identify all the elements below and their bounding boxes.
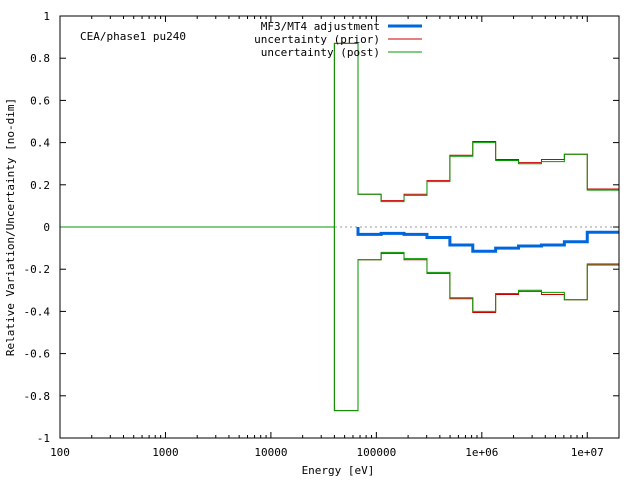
y-tick-label: 0.2: [30, 179, 50, 192]
x-tick-label: 1000: [152, 446, 179, 459]
uncertainty-prior-upper-line: [60, 42, 619, 228]
y-tick-label: -0.6: [24, 348, 51, 361]
y-tick-label: 0.8: [30, 52, 50, 65]
x-tick-label: 1e+06: [465, 446, 498, 459]
legend-label: uncertainty (post): [261, 46, 380, 59]
y-tick-label: -1: [37, 432, 50, 445]
y-tick-label: -0.4: [24, 305, 51, 318]
y-tick-label: 0.4: [30, 137, 50, 150]
uncertainty-prior-lower-line: [60, 226, 619, 412]
uncertainty-post-lower-line: [60, 226, 619, 412]
chart-annotation: CEA/phase1 pu240: [80, 30, 186, 43]
x-axis-label: Energy [eV]: [302, 464, 375, 477]
adjustment-line: [356, 227, 619, 253]
legend-label: uncertainty (prior): [254, 33, 380, 46]
y-axis-label: Relative Variation/Uncertainty [no-dim]: [4, 98, 17, 356]
y-tick-label: -0.2: [24, 263, 51, 276]
x-tick-label: 1e+07: [571, 446, 604, 459]
x-tick-label: 100: [50, 446, 70, 459]
uncertainty-post-upper-line: [60, 42, 619, 228]
y-tick-label: 0.6: [30, 94, 50, 107]
y-tick-label: -0.8: [24, 390, 51, 403]
x-tick-label: 10000: [254, 446, 287, 459]
plot-frame: [59, 15, 620, 439]
y-tick-label: 0: [43, 221, 50, 234]
legend-label: MF3/MT4 adjustment: [261, 20, 380, 33]
x-tick-label: 100000: [356, 446, 396, 459]
y-tick-label: 1: [43, 10, 50, 23]
